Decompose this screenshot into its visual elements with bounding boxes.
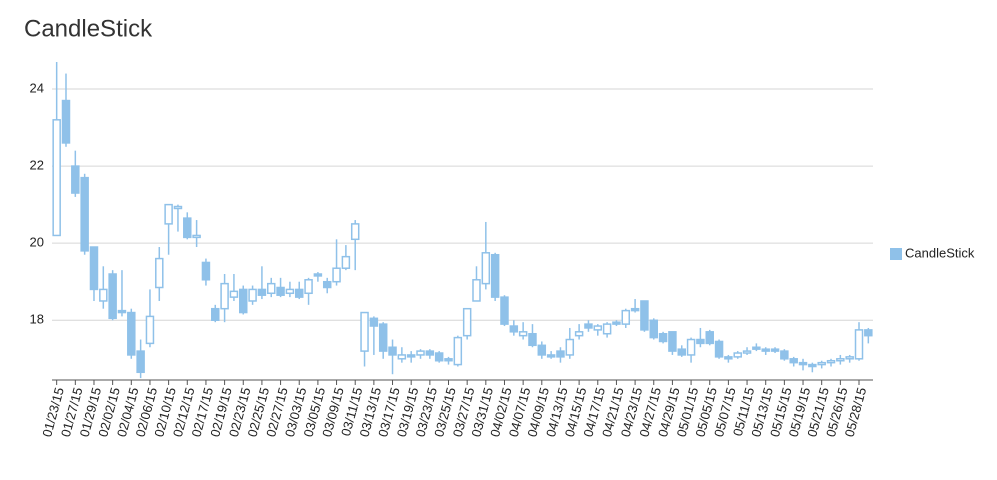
candle-body [313, 273, 323, 277]
candle-body [99, 288, 108, 302]
y-tick-label: 22 [30, 158, 44, 173]
candle-body [733, 352, 742, 358]
candle-body [388, 346, 397, 356]
candle-body [276, 286, 285, 296]
candle-body [266, 282, 276, 295]
candle-body [518, 331, 528, 337]
candle-body [127, 311, 136, 356]
candle-body [155, 257, 164, 289]
candle-body [798, 361, 808, 366]
candle-body [369, 317, 379, 327]
candle-body [173, 205, 183, 210]
candle-body [304, 279, 313, 295]
candle-body [752, 346, 761, 350]
candle-body [808, 363, 817, 368]
candle-body [546, 354, 556, 358]
candle-body [556, 350, 565, 358]
candle-body [817, 361, 826, 366]
candle-body [696, 338, 705, 345]
candle-body [285, 288, 295, 295]
candle-body [481, 252, 491, 285]
candle-body [602, 323, 612, 335]
candle-body [677, 348, 686, 356]
candle-body [145, 315, 155, 345]
candle-body [434, 352, 444, 362]
candle-body [239, 288, 248, 314]
candle-body [378, 323, 388, 352]
candle-body [649, 319, 659, 339]
y-tick-label: 20 [30, 235, 44, 250]
candle-body [89, 246, 99, 291]
candle-body [211, 307, 220, 322]
candle-body [854, 329, 864, 360]
candle-body [574, 331, 584, 337]
candle-body [332, 267, 341, 283]
y-tick-label: 18 [30, 312, 44, 327]
candle-body [350, 223, 360, 241]
candle-body [444, 358, 453, 362]
candle-body [136, 350, 145, 374]
candle-body [322, 280, 332, 289]
candle-body [416, 350, 425, 356]
candle-body [836, 358, 845, 362]
candle-body [789, 358, 798, 364]
candle-body [705, 331, 714, 345]
candle-body [164, 203, 173, 225]
candle-body [248, 288, 257, 302]
candle-body [770, 348, 780, 352]
candle-body [472, 279, 481, 302]
candle-body [509, 325, 519, 333]
candle-body [742, 350, 752, 354]
candle-body [108, 273, 117, 320]
chart-title: CandleStick [24, 15, 153, 42]
legend-label: CandleStick [905, 245, 975, 260]
candle-body [658, 332, 668, 343]
candle-body [714, 340, 724, 358]
candle-body [462, 307, 472, 337]
candle-body [183, 217, 192, 239]
candle-body [565, 338, 575, 356]
candle-body [668, 331, 677, 352]
candle-body [537, 344, 547, 356]
candle-body [341, 255, 351, 269]
candle-body [686, 338, 696, 356]
candle-body [425, 350, 435, 356]
candle-body [397, 354, 407, 360]
candle-body [294, 288, 304, 298]
candle-body [71, 165, 80, 194]
candle-body [612, 321, 621, 325]
candle-body [500, 296, 509, 325]
candle-body [453, 336, 463, 366]
candle-body [201, 261, 211, 281]
candle-body [864, 329, 873, 337]
candle-body [780, 350, 789, 360]
candle-body [80, 176, 89, 252]
candle-body [621, 309, 631, 325]
candle-body [584, 323, 593, 329]
candle-body [192, 234, 201, 239]
candle-body [257, 288, 267, 296]
candle-body [229, 290, 239, 298]
y-tick-label: 24 [30, 80, 44, 95]
candle-body [761, 348, 770, 352]
candle-body [593, 325, 603, 331]
candle-body [61, 99, 71, 144]
candle-body [360, 311, 369, 352]
candle-body [490, 253, 500, 298]
candle-body [220, 282, 229, 310]
legend-swatch [890, 248, 902, 260]
candle-body [826, 359, 836, 364]
candle-body [52, 119, 61, 237]
candle-body [117, 309, 127, 314]
candle-body [724, 356, 733, 360]
candle-body [640, 300, 649, 331]
candle-body [528, 332, 537, 347]
candle-body [406, 354, 416, 358]
candle-body [630, 307, 640, 312]
candle-body [845, 356, 854, 360]
